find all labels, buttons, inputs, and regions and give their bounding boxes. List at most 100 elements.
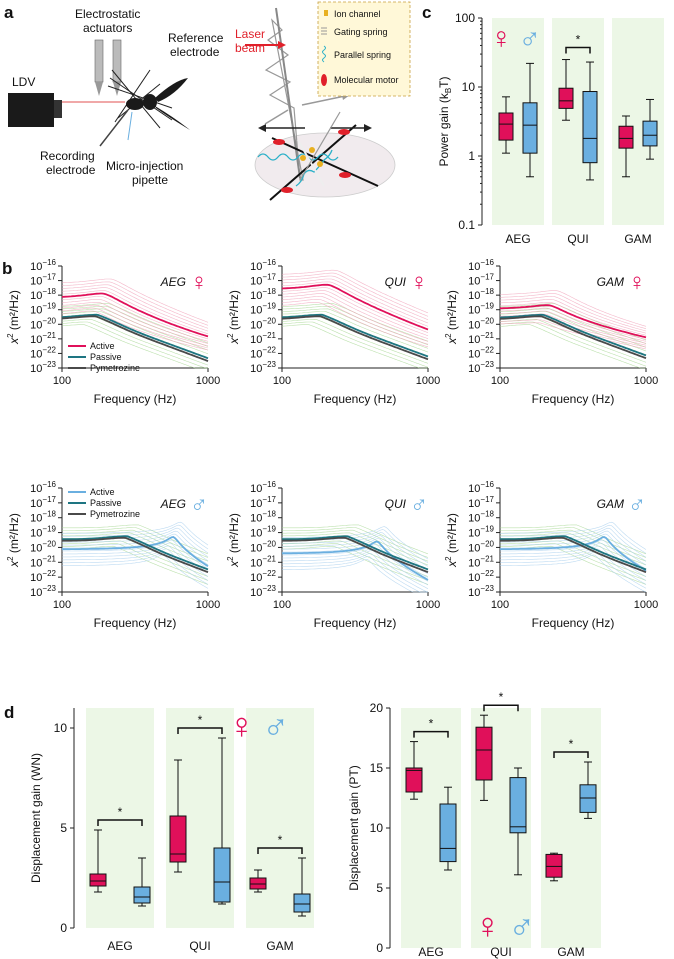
species-label: GAM bbox=[597, 497, 624, 511]
x-tick-label: 100 bbox=[491, 375, 509, 387]
active-trace bbox=[282, 272, 429, 317]
category-label-aeg: AEG bbox=[107, 939, 132, 953]
inset-gating-spring: Gating spring bbox=[334, 27, 388, 37]
y-tick-label: 10−22 bbox=[250, 569, 276, 584]
passive-trace bbox=[62, 524, 209, 555]
microinjection-label-2: pipette bbox=[132, 173, 168, 187]
laser-label-2: beam bbox=[235, 41, 265, 55]
male-symbol-icon: ♂ bbox=[628, 491, 646, 518]
y-axis-label: x2 (m²/Hz) bbox=[6, 290, 21, 345]
legend-label: Passive bbox=[90, 352, 122, 362]
active-trace bbox=[61, 304, 209, 347]
y-tick-label: 10 bbox=[54, 721, 68, 735]
y-tick-label: 10−20 bbox=[468, 316, 494, 331]
active-trace bbox=[61, 554, 209, 589]
active-trace bbox=[281, 269, 429, 314]
y-tick-label: 10 bbox=[462, 80, 476, 94]
y-tick-label: 15 bbox=[370, 761, 384, 775]
spectrum-subplot-qui-male: 10−1610−1710−1810−1910−2010−2110−2210−23… bbox=[226, 480, 440, 630]
panel-label-b: b bbox=[2, 259, 12, 278]
y-tick-label: 10 bbox=[370, 821, 384, 835]
category-label-aeg: AEG bbox=[505, 232, 530, 246]
y-tick-label: 10−16 bbox=[30, 258, 56, 273]
y-tick-label: 10−20 bbox=[30, 539, 56, 554]
y-tick-label: 10−16 bbox=[468, 480, 494, 495]
active-trace bbox=[61, 307, 209, 349]
x-axis-label: Frequency (Hz) bbox=[314, 392, 397, 406]
panel-label-a: a bbox=[4, 3, 14, 22]
active-trace bbox=[62, 524, 209, 550]
active-trace bbox=[282, 547, 429, 586]
male-symbol-icon: ♂ bbox=[508, 905, 535, 946]
actuators-label-2: actuators bbox=[83, 21, 132, 35]
active-trace bbox=[500, 290, 647, 327]
female-symbol-icon: ♀ bbox=[628, 269, 646, 296]
passive-trace bbox=[61, 321, 208, 369]
y-tick-label: 10−17 bbox=[468, 273, 494, 288]
active-trace bbox=[62, 551, 209, 585]
female-box-aeg bbox=[89, 873, 107, 887]
male-box-gam bbox=[293, 893, 311, 913]
ldv-label: LDV bbox=[12, 75, 35, 89]
y-tick-label: 10−16 bbox=[468, 258, 494, 273]
active-trace bbox=[500, 545, 647, 581]
y-tick-label: 10−17 bbox=[30, 273, 56, 288]
male-symbol-icon: ♂ bbox=[519, 22, 542, 55]
y-tick-label: 10−16 bbox=[30, 480, 56, 495]
x-tick-label: 1000 bbox=[416, 599, 440, 611]
passive-trace bbox=[282, 527, 429, 558]
category-label-qui: QUI bbox=[567, 232, 588, 246]
y-tick-label: 10−23 bbox=[30, 584, 56, 599]
y-axis-label: x2 (m²/Hz) bbox=[444, 290, 459, 345]
significance-star: * bbox=[499, 690, 504, 704]
y-tick-label: 10−22 bbox=[250, 345, 276, 360]
x-tick-label: 100 bbox=[53, 375, 71, 387]
category-label-qui: QUI bbox=[490, 945, 511, 959]
active-trace bbox=[282, 550, 429, 589]
y-tick-label: 10−23 bbox=[468, 584, 494, 599]
active-trace bbox=[62, 281, 209, 326]
significance-bracket bbox=[565, 46, 591, 54]
active-trace bbox=[62, 521, 209, 546]
active-trace bbox=[61, 278, 209, 323]
flagellum-model-icon bbox=[254, 7, 396, 201]
y-tick-label: 10−20 bbox=[30, 316, 56, 331]
active-trace bbox=[500, 293, 647, 329]
x-tick-label: 100 bbox=[53, 599, 71, 611]
male-symbol-icon: ♂ bbox=[190, 491, 208, 518]
active-trace bbox=[282, 535, 429, 571]
passive-median-line bbox=[61, 313, 209, 360]
panel-label-d: d bbox=[4, 703, 14, 722]
female-symbol-icon: ♀ bbox=[490, 22, 513, 55]
y-tick-label: 10−21 bbox=[250, 554, 276, 569]
y-axis-label: Displacement gain (WN) bbox=[29, 753, 43, 883]
passive-trace bbox=[499, 321, 647, 367]
active-trace bbox=[61, 284, 209, 329]
male-box-gam bbox=[579, 784, 597, 813]
male-box-gam bbox=[642, 120, 658, 147]
x-axis-label: Frequency (Hz) bbox=[94, 616, 177, 630]
active-trace bbox=[61, 296, 209, 340]
male-box-qui bbox=[582, 91, 598, 164]
legend-label: Passive bbox=[90, 498, 122, 508]
y-tick-label: 5 bbox=[60, 821, 67, 835]
active-median-line bbox=[281, 283, 429, 331]
significance-star: * bbox=[569, 737, 574, 751]
y-tick-label: 10−20 bbox=[250, 539, 276, 554]
category-label-gam: GAM bbox=[624, 232, 651, 246]
y-tick-label: 10−17 bbox=[468, 495, 494, 510]
y-tick-label: 10−18 bbox=[250, 510, 276, 525]
active-median-line bbox=[62, 536, 209, 568]
y-tick-label: 10−19 bbox=[250, 525, 276, 540]
active-trace bbox=[62, 533, 209, 561]
ldv-lens bbox=[54, 100, 62, 118]
passive-trace bbox=[500, 532, 647, 566]
molecular-motor-icon bbox=[321, 74, 327, 86]
y-tick-label: 5 bbox=[376, 881, 383, 895]
active-trace bbox=[499, 299, 647, 334]
laser-label-1: Laser bbox=[235, 27, 265, 41]
y-tick-label: 10−22 bbox=[30, 569, 56, 584]
active-trace bbox=[281, 275, 429, 320]
y-axis-label: x2 (m²/Hz) bbox=[226, 290, 241, 345]
